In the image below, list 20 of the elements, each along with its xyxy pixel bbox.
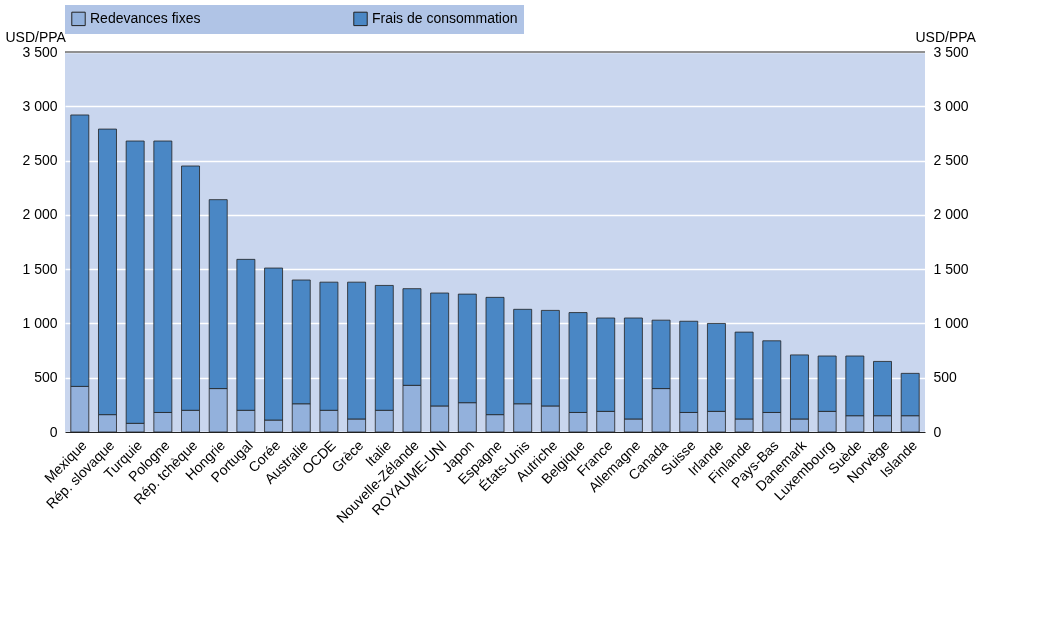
legend-label: Frais de consommation [372, 9, 518, 26]
y2-tick-label: 1 000 [933, 314, 969, 331]
y-tick-label: 3 000 [22, 97, 58, 114]
y-tick-label: 0 [49, 423, 58, 440]
y-tick-label: 3 500 [22, 43, 58, 60]
y2-tick-label: 1 500 [933, 260, 969, 277]
y-tick-label: 2 500 [22, 152, 58, 169]
y2-tick-label: 2 000 [933, 206, 969, 223]
y-tick-label: 1 000 [22, 314, 58, 331]
y2-tick-label: 3 500 [933, 43, 969, 60]
y2-tick-label: 500 [933, 369, 958, 386]
y2-axis-title: USD/PPA [915, 28, 977, 45]
y-tick-label: 1 500 [22, 260, 58, 277]
legend-label: Redevances fixes [90, 9, 201, 26]
y-axis-title: USD/PPA [5, 28, 67, 45]
y2-tick-label: 0 [933, 423, 942, 440]
y2-tick-label: 2 500 [933, 152, 969, 169]
y-tick-label: 2 000 [22, 206, 58, 223]
y-tick-label: 500 [34, 369, 58, 386]
y2-tick-label: 3 000 [933, 97, 969, 114]
